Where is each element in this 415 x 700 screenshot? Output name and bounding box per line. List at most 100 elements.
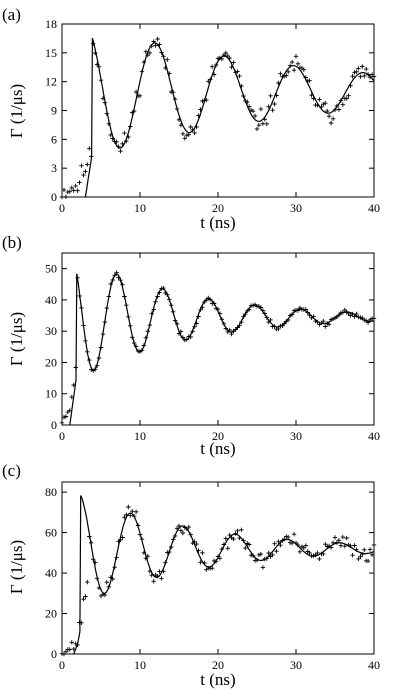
data-point-c [186, 524, 191, 530]
data-point-a [315, 103, 320, 108]
x-tick-label-a: 40 [368, 201, 380, 215]
data-point-c [217, 556, 223, 561]
data-point-c [344, 535, 349, 541]
data-point-a [83, 169, 88, 174]
data-point-a [81, 172, 86, 178]
data-point-a [126, 134, 131, 140]
data-point-a [63, 194, 69, 199]
data-point-c [266, 550, 271, 556]
data-point-b [188, 334, 193, 340]
data-point-a [338, 98, 344, 103]
data-point-c [174, 526, 180, 531]
data-point-b [215, 307, 221, 312]
data-point-c [270, 552, 275, 558]
x-tick-label-b: 0 [59, 429, 65, 443]
data-point-c [303, 543, 308, 548]
data-point-b [208, 297, 213, 302]
data-point-a [340, 102, 345, 107]
data-point-b [118, 278, 123, 283]
data-point-b [247, 307, 252, 312]
data-point-b [171, 309, 176, 314]
x-tick-label-b: 10 [134, 429, 146, 443]
data-point-b [241, 314, 246, 319]
data-point-b [116, 275, 121, 280]
data-point-b [89, 367, 94, 372]
data-point-a [161, 54, 166, 59]
data-point-a [356, 66, 361, 71]
data-point-a [254, 126, 260, 132]
data-point-b [108, 281, 113, 287]
series-line-b [69, 273, 375, 426]
data-point-a [157, 42, 162, 47]
data-point-c [71, 646, 76, 652]
data-point-a [365, 72, 371, 77]
data-point-c [120, 535, 125, 540]
data-point-c [93, 560, 98, 565]
data-point-c [89, 540, 94, 545]
data-point-a [268, 93, 273, 98]
data-point-c [151, 579, 156, 584]
data-point-a [93, 50, 98, 56]
data-point-a [69, 185, 74, 191]
data-point-c [141, 550, 147, 555]
x-tick-label-b: 20 [212, 429, 224, 443]
y-tick-label-a: 15 [45, 46, 57, 60]
data-point-a [100, 96, 106, 101]
data-point-a [178, 123, 184, 128]
data-point-a [149, 44, 154, 49]
data-point-b [258, 305, 264, 310]
data-point-a [87, 146, 92, 151]
data-point-a [362, 73, 367, 79]
data-point-b [94, 363, 100, 368]
data-point-c [102, 592, 108, 598]
data-point-c [362, 547, 367, 552]
data-point-b [352, 314, 357, 319]
y-tick-label-c: 20 [45, 607, 57, 621]
data-point-c [328, 545, 334, 550]
data-point-a [118, 149, 123, 154]
data-point-b [326, 322, 332, 327]
data-point-b [59, 420, 65, 425]
data-point-b [211, 301, 217, 306]
data-point-b [98, 345, 104, 350]
data-point-b [350, 311, 355, 317]
data-point-a [350, 74, 355, 79]
data-point-a [59, 194, 65, 200]
data-point-c [180, 530, 186, 536]
data-point-a [194, 124, 199, 130]
data-point-a [180, 131, 186, 136]
data-point-a [174, 106, 180, 112]
data-point-a [231, 60, 236, 65]
data-point-c [96, 585, 102, 591]
data-point-b [272, 324, 277, 329]
data-point-a [266, 104, 271, 109]
data-point-a [114, 139, 119, 144]
data-point-a [301, 67, 306, 72]
x-tick-label-c: 30 [290, 658, 302, 672]
data-point-a [163, 65, 168, 71]
data-point-a [171, 90, 176, 95]
data-point-a [323, 101, 328, 106]
data-point-b [112, 273, 117, 278]
data-point-b [303, 307, 308, 312]
data-point-c [124, 512, 129, 517]
data-point-c [264, 556, 269, 561]
data-point-c [130, 509, 135, 514]
data-point-a [159, 50, 164, 55]
data-point-b [161, 285, 166, 291]
data-point-c [194, 541, 199, 547]
data-point-c [91, 557, 96, 562]
data-point-a [289, 59, 295, 65]
x-tick-label-a: 0 [59, 201, 65, 215]
data-point-c [258, 551, 264, 557]
data-point-b [128, 323, 133, 328]
data-point-a [270, 108, 275, 113]
data-point-b [237, 323, 242, 328]
data-point-c [67, 647, 72, 652]
data-point-b [63, 414, 69, 419]
data-point-c [147, 569, 152, 574]
y-tick-label-a: 12 [45, 75, 57, 89]
y-axis-label-c: Γ (1/μs) [7, 540, 26, 594]
data-point-a [67, 189, 72, 194]
data-point-b [223, 326, 228, 331]
